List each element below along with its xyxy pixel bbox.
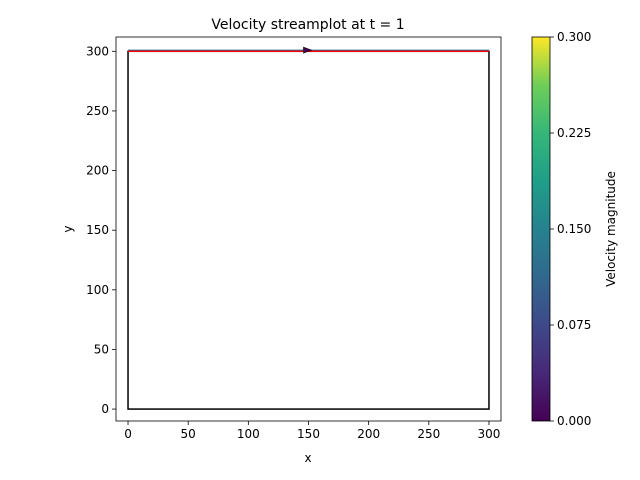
y-axis: 0 50 100 150 200 250 300	[86, 44, 116, 416]
plot-frame	[115, 36, 502, 422]
y-tick-label: 300	[86, 44, 109, 58]
chart-title: Velocity streamplot at t = 1	[211, 17, 404, 33]
colorbar	[531, 36, 551, 422]
plot-area	[115, 36, 502, 422]
streamline-arrow	[303, 46, 313, 54]
colorbar-tick-label: 0.225	[557, 126, 591, 140]
y-tick-label: 50	[94, 342, 109, 356]
x-axis: 0 50 100 150 200 250 300	[124, 421, 500, 441]
x-tick-label: 300	[478, 427, 501, 441]
colorbar-ticks: 0.000 0.075 0.150 0.225 0.300	[550, 30, 591, 428]
y-tick-label: 150	[86, 223, 109, 237]
x-axis-label: x	[304, 451, 311, 465]
x-tick-label: 50	[181, 427, 196, 441]
x-tick-label: 0	[124, 427, 132, 441]
y-tick-label: 250	[86, 104, 109, 118]
domain-boundary	[127, 50, 490, 410]
colorbar-tick-label: 0.300	[557, 30, 591, 44]
y-tick-label: 0	[101, 402, 109, 416]
y-tick-label: 200	[86, 164, 109, 178]
colorbar-tick-label: 0.000	[557, 414, 591, 428]
y-axis-label: y	[61, 225, 75, 232]
y-tick-label: 100	[86, 283, 109, 297]
colorbar-gradient	[531, 36, 551, 422]
colorbar-tick-label: 0.150	[557, 222, 591, 236]
x-tick-label: 250	[417, 427, 440, 441]
colorbar-label: Velocity magnitude	[604, 171, 618, 287]
x-tick-label: 200	[357, 427, 380, 441]
x-tick-label: 100	[237, 427, 260, 441]
x-tick-label: 150	[297, 427, 320, 441]
colorbar-tick-label: 0.075	[557, 318, 591, 332]
